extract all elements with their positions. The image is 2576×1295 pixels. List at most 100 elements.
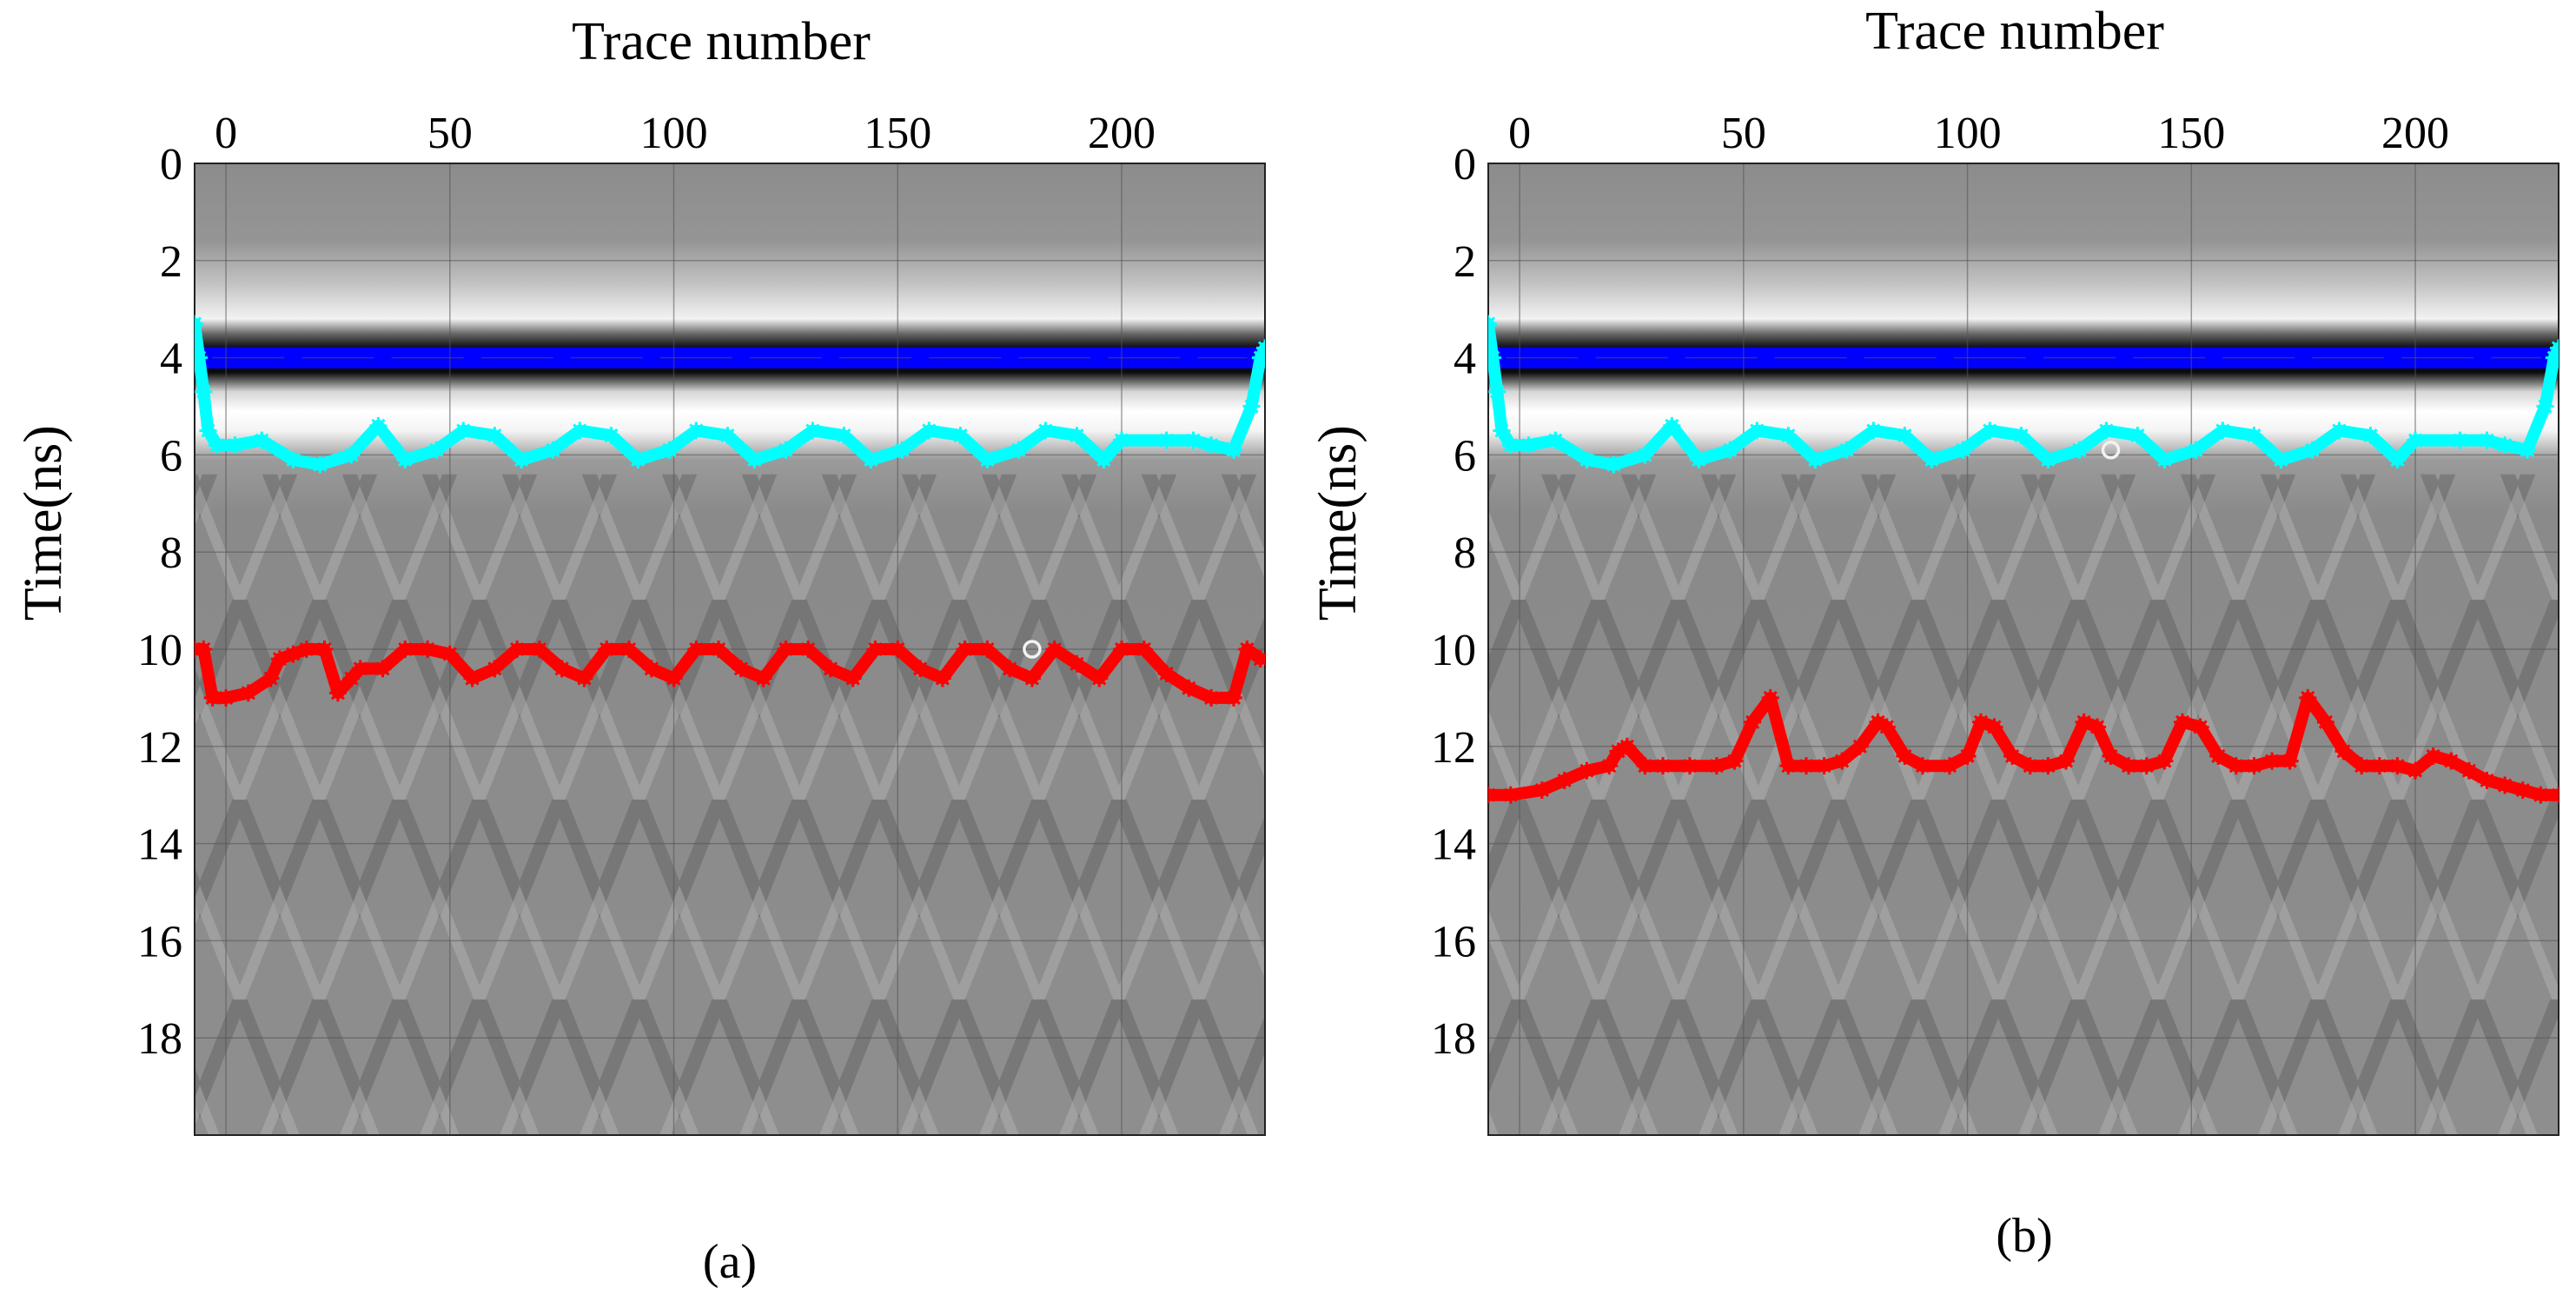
x-tick-label: 150 (864, 109, 931, 158)
series-2 (195, 641, 1265, 707)
data-point (598, 641, 616, 658)
data-point (2361, 427, 2380, 445)
data-point (508, 641, 526, 658)
data-point (2496, 776, 2514, 794)
data-point (866, 641, 884, 658)
data-point (687, 641, 705, 658)
data-point (732, 660, 750, 678)
data-point (2012, 427, 2030, 445)
data-point (665, 669, 683, 687)
data-point (208, 436, 226, 455)
data-point (2550, 786, 2559, 804)
data-point (911, 349, 930, 367)
data-point (262, 669, 280, 687)
data-point (687, 422, 705, 440)
diffraction-texture (195, 474, 1265, 1135)
y-tick-label: 12 (1431, 723, 1476, 773)
series-markers (1488, 315, 2559, 804)
data-point (1157, 431, 1175, 449)
data-point (1605, 455, 1623, 474)
data-point (1940, 757, 1958, 775)
data-point (1180, 679, 1198, 697)
chart-panel-a: 0 50 100 150 200 0 2 4 6 8 10 12 14 16 18 Trace number T… (14, 12, 1266, 1289)
y-tick-label: 0 (160, 140, 182, 189)
data-point (419, 641, 437, 658)
data-point (2227, 757, 2245, 775)
data-point (2245, 427, 2263, 445)
data-point (2187, 441, 2205, 459)
data-point (2496, 436, 2514, 455)
annotation-circle (2101, 441, 2121, 460)
data-point (2129, 427, 2147, 445)
x-axis-title: Trace number (572, 12, 871, 71)
data-point (2191, 718, 2209, 736)
data-point (1806, 450, 1824, 468)
data-point (195, 315, 203, 333)
y-tick-label: 6 (1454, 431, 1476, 481)
y-tick-label: 16 (137, 917, 182, 966)
y-tick-label: 10 (137, 626, 182, 675)
data-point (951, 427, 970, 445)
data-point (1202, 436, 1221, 455)
data-point (745, 450, 764, 468)
data-point (1242, 397, 1261, 415)
data-point (1690, 450, 1708, 468)
data-point (195, 349, 209, 367)
y-axis-title: Time(ns) (1308, 425, 1367, 621)
data-point (642, 349, 660, 367)
data-point (1851, 737, 1869, 755)
data-point (2407, 431, 2425, 449)
data-point (1238, 641, 1256, 658)
data-point (1488, 315, 1497, 333)
data-point (777, 441, 795, 459)
data-point (956, 641, 974, 658)
data-point (369, 416, 387, 435)
data-point (1663, 416, 1681, 435)
data-point (2089, 718, 2107, 736)
data-point (2137, 757, 2155, 775)
data-point (1721, 441, 1739, 459)
data-point (2021, 757, 2039, 775)
data-point (2478, 431, 2496, 449)
y-tick-label: 6 (160, 431, 182, 481)
y-tick-label: 14 (137, 820, 182, 870)
data-point (315, 641, 334, 658)
data-point (2442, 752, 2460, 770)
data-point (718, 427, 737, 445)
data-point (1555, 771, 1573, 789)
x-tick-label: 100 (1934, 109, 2002, 158)
data-point (1501, 786, 1520, 804)
data-point (2451, 431, 2469, 449)
data-point (2388, 757, 2407, 775)
data-point (2550, 339, 2559, 357)
data-point (575, 669, 593, 687)
data-point (1068, 427, 1086, 445)
y-tick-label: 12 (137, 723, 182, 773)
data-point (1578, 761, 1596, 780)
data-point (1636, 757, 1654, 775)
data-point (553, 660, 571, 678)
data-point (1636, 446, 1654, 464)
data-point (2214, 422, 2232, 440)
data-point (1954, 441, 1972, 459)
series-1 (1488, 315, 2559, 474)
data-point (1501, 436, 1520, 455)
data-point (544, 441, 562, 459)
panel-label: (a) (703, 1235, 757, 1289)
data-point (2473, 349, 2492, 367)
series-0 (1488, 349, 2559, 367)
x-tick-label: 0 (215, 109, 237, 158)
y-tick-label: 18 (137, 1014, 182, 1064)
data-point (2056, 752, 2075, 770)
diffraction-texture (1488, 474, 2559, 1135)
data-point (1981, 422, 1999, 440)
data-point (2424, 747, 2442, 765)
data-point (2120, 757, 2138, 775)
data-point (284, 349, 302, 367)
series-2 (1488, 688, 2559, 804)
data-point (1846, 349, 1864, 367)
data-point (2205, 349, 2223, 367)
data-point (1914, 757, 1932, 775)
data-point (2039, 450, 2057, 468)
data-point (311, 455, 329, 474)
